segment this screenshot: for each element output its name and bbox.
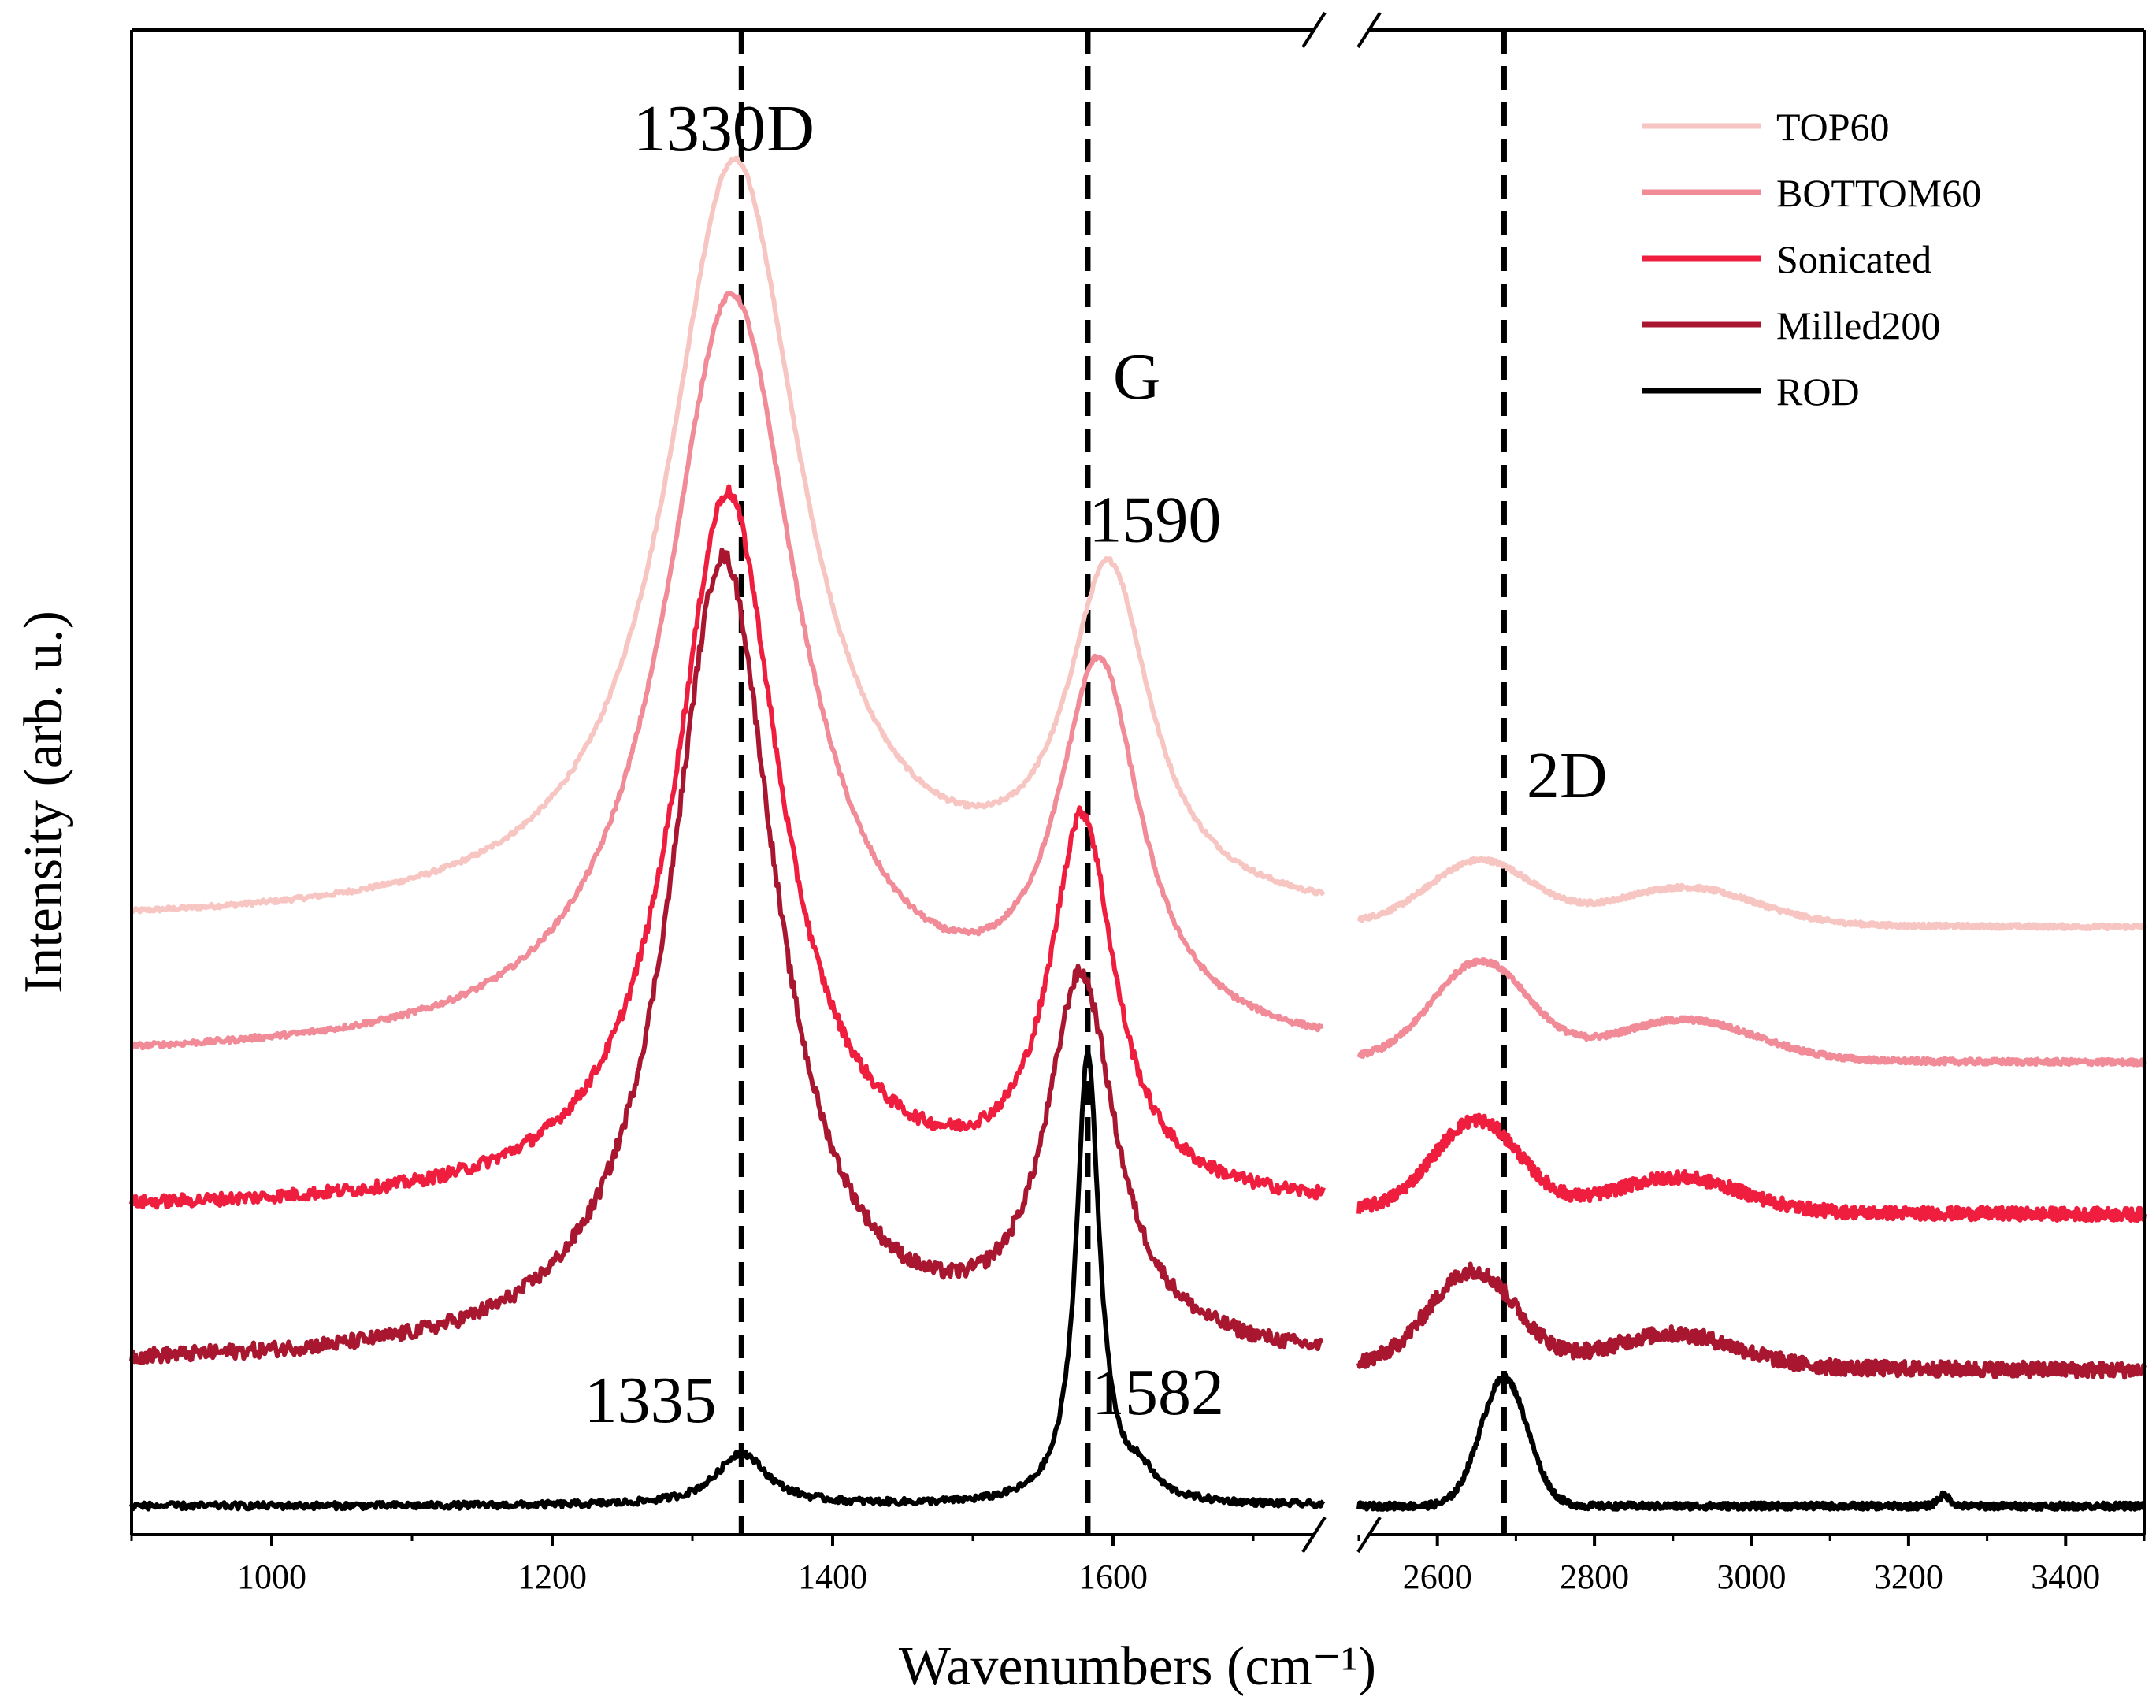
plot-area bbox=[132, 30, 2144, 1535]
series-line-sonicated-part2 bbox=[1356, 1112, 2147, 1223]
series-line-bottom60-part2 bbox=[1356, 956, 2147, 1068]
x-ticks: 1000 1200 1400 1600 2600 2800 3000 3200 3400 bbox=[130, 1535, 2146, 1596]
series-sonicated bbox=[129, 484, 2147, 1223]
axis-break-mark-top-1 bbox=[1301, 11, 1327, 49]
annotation-1335: 1335 bbox=[584, 1364, 717, 1437]
series-line-rod-part2 bbox=[1356, 1373, 2147, 1512]
series-line-milled200-part2 bbox=[1356, 1261, 2147, 1380]
series-line-bottom60-part1 bbox=[130, 291, 1325, 1051]
legend-label-sonicated: Sonicated bbox=[1776, 237, 1931, 281]
x-tick-label-1600: 1600 bbox=[1078, 1558, 1148, 1596]
series-bottom60 bbox=[130, 291, 2147, 1068]
annotation-2d: 2D bbox=[1527, 739, 1608, 812]
axis-break-mark-bottom-2 bbox=[1356, 1516, 1382, 1554]
legend-label-top60: TOP60 bbox=[1776, 105, 1890, 149]
series-milled200 bbox=[129, 548, 2147, 1380]
y-axis-title: Intensity (arb. u.) bbox=[13, 611, 74, 993]
x-tick-label-3000: 3000 bbox=[1717, 1558, 1787, 1596]
x-tick-label-1400: 1400 bbox=[798, 1558, 867, 1596]
annotation-g: G bbox=[1113, 340, 1161, 414]
legend: TOP60 BOTTOM60 Sonicated Milled200 ROD bbox=[1642, 105, 1981, 414]
legend-label-bottom60: BOTTOM60 bbox=[1776, 171, 1981, 215]
legend-label-milled200: Milled200 bbox=[1776, 303, 1940, 347]
series-line-top60-part1 bbox=[129, 155, 1326, 915]
series-line-rod-part1 bbox=[129, 1048, 1326, 1512]
x-tick-label-2600: 2600 bbox=[1403, 1558, 1472, 1596]
series-line-milled200-part1 bbox=[129, 548, 1325, 1365]
x-tick-label-1000: 1000 bbox=[237, 1558, 306, 1596]
series-rod bbox=[129, 1048, 2147, 1512]
series-group bbox=[129, 155, 2147, 1512]
annotation-1330: 1330 bbox=[633, 92, 766, 165]
axis-break-mark-top-2 bbox=[1356, 11, 1382, 49]
series-line-top60-part2 bbox=[1356, 856, 2147, 932]
x-axis-title: Wavenumbers (cm⁻¹) bbox=[899, 1636, 1376, 1697]
series-top60 bbox=[129, 155, 2147, 932]
annotation-1590: 1590 bbox=[1089, 483, 1221, 556]
peak-annotations: 1330 D G 1590 2D 1335 1582 bbox=[584, 92, 1608, 1437]
series-line-sonicated-part1 bbox=[129, 484, 1326, 1210]
axes-frame bbox=[130, 11, 2146, 1554]
legend-label-rod: ROD bbox=[1776, 369, 1860, 414]
x-tick-label-2800: 2800 bbox=[1560, 1558, 1629, 1596]
annotation-1582: 1582 bbox=[1092, 1356, 1224, 1429]
x-tick-label-3400: 3400 bbox=[2031, 1558, 2100, 1596]
axis-break-mark-bottom-1 bbox=[1301, 1516, 1327, 1554]
x-tick-label-1200: 1200 bbox=[518, 1558, 587, 1596]
x-tick-label-3200: 3200 bbox=[1874, 1558, 1943, 1596]
annotation-d: D bbox=[766, 92, 815, 165]
